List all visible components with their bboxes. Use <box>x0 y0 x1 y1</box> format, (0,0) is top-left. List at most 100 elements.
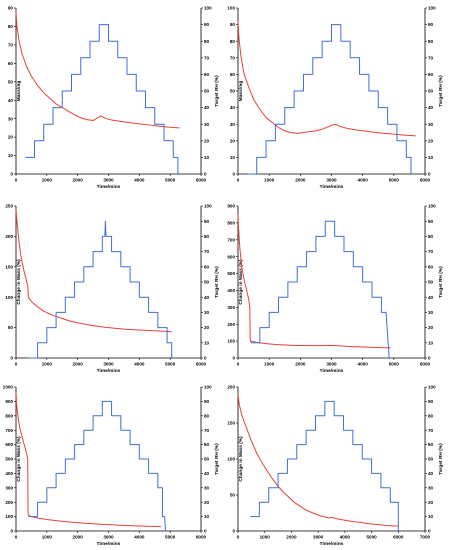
y2-tick-label: 20 <box>204 500 210 505</box>
y2-tick-label: 30 <box>428 122 434 127</box>
target-rh-line <box>247 24 412 175</box>
x-tick-label: 0 <box>15 535 18 540</box>
y-tick-label: 700 <box>227 237 235 242</box>
x-tick-label: 1000 <box>42 535 53 540</box>
y2-tick-label: 70 <box>204 249 210 254</box>
y2-tick-label: 0 <box>428 172 431 177</box>
y-axis-label: Mass/mg <box>16 81 22 102</box>
y2-tick-label: 50 <box>428 89 434 94</box>
y2-tick-label: 80 <box>428 413 434 418</box>
chart-panel-1: 0 1000 2000 3000 4000 5000 6000010203040506070… <box>8 6 220 190</box>
y2-tick-label: 30 <box>204 122 210 127</box>
y2-tick-label: 0 <box>428 356 431 361</box>
target-rh-line <box>250 400 399 531</box>
y2-tick-label: 20 <box>428 138 434 143</box>
y2-tick-label: 20 <box>428 325 434 330</box>
y2-tick-label: 100 <box>204 385 212 390</box>
y2-axis-label: Target RH (%) <box>438 266 444 298</box>
y2-tick-label: 0 <box>204 172 207 177</box>
target-rh-line <box>250 220 390 359</box>
y2-axis-label: Target RH (%) <box>214 266 220 298</box>
x-tick-label: 4000 <box>340 535 351 540</box>
y2-tick-label: 90 <box>428 22 434 27</box>
x-tick-label: 4000 <box>358 362 369 367</box>
x-axis-label: Time/mins <box>320 368 344 374</box>
y-tick-label: 500 <box>227 271 235 276</box>
y-tick-label: 500 <box>5 457 13 462</box>
y-tick-label: 100 <box>5 295 13 300</box>
x-tick-label: 3000 <box>313 535 324 540</box>
y-tick-label: 150 <box>5 264 13 269</box>
y-tick-label: 200 <box>5 500 13 505</box>
y2-tick-label: 10 <box>428 514 434 519</box>
y2-tick-label: 40 <box>204 471 210 476</box>
y-tick-label: 40 <box>230 105 236 110</box>
y2-tick-label: 60 <box>204 442 210 447</box>
y2-tick-label: 70 <box>204 55 210 60</box>
target-rh-line <box>28 220 173 359</box>
y-tick-label: 900 <box>5 399 13 404</box>
x-tick-label: 1000 <box>42 362 53 367</box>
y2-tick-label: 10 <box>204 340 210 345</box>
mass-line <box>15 392 161 528</box>
y2-tick-label: 30 <box>204 310 210 315</box>
y2-tick-label: 40 <box>428 471 434 476</box>
y2-tick-label: 90 <box>428 399 434 404</box>
x-tick-label: 3000 <box>326 362 337 367</box>
y-tick-label: 0 <box>232 172 235 177</box>
x-tick-label: 2000 <box>73 535 84 540</box>
y-tick-label: 50 <box>230 493 236 498</box>
y2-tick-label: 70 <box>428 428 434 433</box>
y2-tick-label: 60 <box>428 442 434 447</box>
x-tick-label: 4000 <box>358 178 369 183</box>
y-tick-label: 0 <box>10 529 13 534</box>
x-tick-label: 6000 <box>420 362 431 367</box>
chart-panel-6: 0 1000 2000 3000 4000 5000 6000 700005010015020… <box>227 385 444 547</box>
x-tick-label: 6000 <box>196 362 207 367</box>
y-tick-label: 60 <box>8 61 14 66</box>
y-tick-label: 70 <box>230 55 236 60</box>
y2-tick-label: 50 <box>428 457 434 462</box>
x-tick-label: 0 <box>237 535 240 540</box>
y-tick-label: 20 <box>230 138 236 143</box>
y2-tick-label: 80 <box>204 39 210 44</box>
y-tick-label: 50 <box>8 325 14 330</box>
y-tick-label: 30 <box>230 122 236 127</box>
x-axis-label: Time/mins <box>320 184 344 190</box>
x-axis-label: Time/mins <box>97 541 121 547</box>
y-axis-label: Change in Mass (%) <box>238 259 244 305</box>
y-tick-label: 1000 <box>3 385 14 390</box>
x-tick-label: 3000 <box>103 362 114 367</box>
chart-panel-3: 0 1000 2000 3000 4000 5000 6000050100150200250… <box>5 204 220 374</box>
x-axis-label: Time/mins <box>320 541 344 547</box>
y2-tick-label: 30 <box>428 310 434 315</box>
mass-line <box>237 214 391 349</box>
y2-tick-label: 20 <box>204 325 210 330</box>
y-tick-label: 800 <box>227 220 235 225</box>
y-tick-label: 400 <box>227 288 235 293</box>
y-tick-label: 10 <box>8 153 14 158</box>
y2-axis-label: Target RH (%) <box>214 443 220 475</box>
chart-panel-2: 0 1000 2000 3000 4000 5000 6000010203040506070… <box>227 6 444 190</box>
y-tick-label: 600 <box>5 442 13 447</box>
y2-tick-label: 90 <box>204 22 210 27</box>
y-tick-label: 50 <box>8 79 14 84</box>
y-tick-label: 300 <box>5 485 13 490</box>
y-tick-label: 90 <box>230 22 236 27</box>
x-tick-label: 0 <box>15 178 18 183</box>
y-tick-label: 100 <box>227 339 235 344</box>
y-tick-label: 900 <box>227 204 235 209</box>
y2-tick-label: 60 <box>204 72 210 77</box>
x-tick-label: 3000 <box>103 535 114 540</box>
y2-axis-label: Target RH (%) <box>438 75 444 107</box>
y-tick-label: 200 <box>5 234 13 239</box>
x-tick-label: 2000 <box>295 178 306 183</box>
x-axis-label: Time/mins <box>97 368 121 374</box>
x-tick-label: 0 <box>237 178 240 183</box>
y-tick-label: 90 <box>8 6 14 11</box>
y-tick-label: 700 <box>5 428 13 433</box>
y2-tick-label: 40 <box>204 105 210 110</box>
x-tick-label: 2000 <box>295 362 306 367</box>
x-tick-label: 1000 <box>42 178 53 183</box>
mass-line <box>15 209 172 333</box>
